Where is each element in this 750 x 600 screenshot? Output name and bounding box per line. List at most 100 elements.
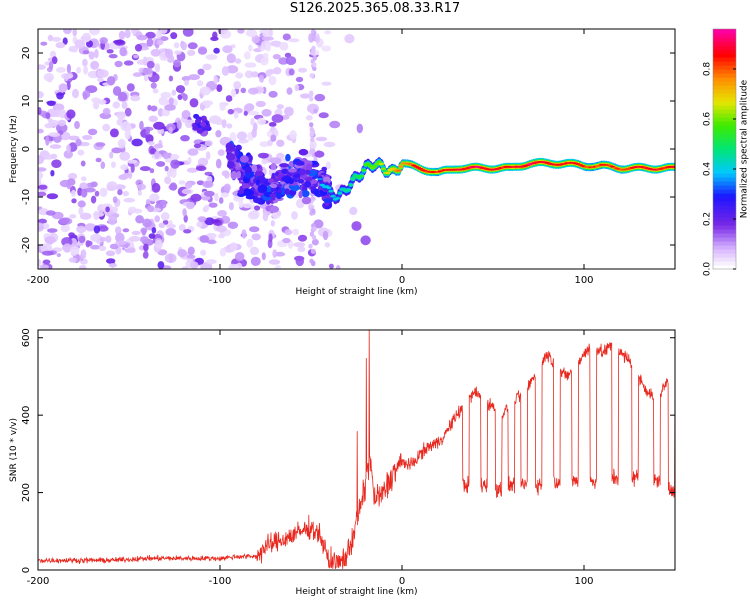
noise-blob <box>90 181 98 188</box>
noise-blob <box>216 84 223 92</box>
noise-blob <box>107 215 117 226</box>
noise-blob <box>81 176 87 182</box>
noise-blob <box>278 57 289 65</box>
noise-blob <box>43 72 55 82</box>
colorbar-segment <box>713 77 736 82</box>
noise-blob <box>261 252 266 261</box>
noise-blob <box>208 202 218 208</box>
noise-blob <box>315 33 320 44</box>
noise-blob <box>186 202 195 210</box>
noise-blob <box>164 48 174 59</box>
noise-blob <box>321 45 332 52</box>
colorbar-segment <box>713 253 736 258</box>
noise-blob <box>99 187 108 197</box>
signal-blob <box>298 168 306 176</box>
track-core <box>378 162 384 166</box>
y-tick-label: 200 <box>21 483 32 502</box>
noise-blob <box>186 167 198 173</box>
noise-blob <box>63 73 69 82</box>
noise-blob <box>344 34 355 44</box>
noise-blob <box>93 210 100 221</box>
noise-blob <box>178 180 186 185</box>
noise-blob <box>52 103 65 112</box>
noise-blob <box>153 121 165 130</box>
colorbar-segment <box>713 193 736 198</box>
noise-blob <box>235 72 244 79</box>
noise-blob <box>84 223 97 231</box>
noise-blob <box>119 47 127 57</box>
signal-blob <box>304 180 312 188</box>
noise-blob <box>190 261 199 269</box>
noise-blob <box>80 160 86 167</box>
noise-blob <box>59 179 72 188</box>
noise-blob <box>295 76 304 83</box>
noise-blob <box>154 63 161 73</box>
noise-blob <box>177 249 188 258</box>
signal-blob <box>257 184 268 194</box>
noise-blob <box>51 159 62 168</box>
noise-blob <box>122 190 129 197</box>
noise-blob <box>268 75 277 86</box>
noise-blob <box>181 189 192 194</box>
noise-blob <box>170 154 180 160</box>
signal-blob <box>250 164 258 172</box>
noise-blob <box>149 168 155 174</box>
noise-blob <box>148 115 158 123</box>
noise-blob <box>114 226 122 235</box>
noise-blob <box>292 228 299 236</box>
track-core <box>335 197 341 200</box>
noise-blob <box>205 54 218 60</box>
noise-blob <box>240 87 247 94</box>
noise-blob <box>142 68 153 75</box>
noise-blob <box>235 252 245 262</box>
noise-blob <box>204 140 213 147</box>
noise-blob <box>282 237 291 244</box>
signal-blob <box>298 190 303 199</box>
noise-blob <box>233 196 244 202</box>
colorbar-segment <box>713 257 736 262</box>
noise-blob <box>38 64 46 70</box>
y-tick-label: -10 <box>21 189 32 205</box>
noise-blob <box>38 107 42 115</box>
noise-blob <box>309 96 314 102</box>
track-core <box>380 167 386 171</box>
noise-blob <box>229 242 238 251</box>
colorbar-segment <box>713 49 736 54</box>
noise-blob <box>73 46 78 53</box>
noise-blob <box>82 135 93 140</box>
noise-blob <box>109 243 119 250</box>
colorbar-segment <box>713 141 736 146</box>
noise-blob <box>109 151 114 159</box>
noise-blob <box>117 189 123 196</box>
noise-blob <box>115 232 125 243</box>
noise-blob <box>312 62 317 68</box>
noise-blob <box>175 85 186 94</box>
noise-blob <box>94 48 99 59</box>
noise-blob <box>298 67 307 73</box>
colorbar-segment <box>713 185 736 190</box>
signal-blob <box>305 163 313 172</box>
colorbar-tick-label: 0.6 <box>703 112 713 127</box>
colorbar-segment <box>713 181 736 186</box>
noise-blob <box>62 243 72 253</box>
noise-blob <box>251 233 261 241</box>
signal-blob <box>310 185 316 191</box>
noise-blob <box>190 193 202 202</box>
noise-blob <box>145 31 156 39</box>
noise-blob <box>76 225 87 234</box>
noise-blob <box>100 161 106 169</box>
colorbar-segment <box>713 117 736 122</box>
colorbar-segment <box>713 97 736 102</box>
noise-blob <box>204 204 210 212</box>
noise-blob <box>213 75 218 84</box>
noise-blob <box>218 197 224 204</box>
noise-blob <box>193 143 201 149</box>
signal-blob <box>243 188 252 197</box>
signal-blob <box>253 197 262 204</box>
x-tick-label: -100 <box>209 275 232 286</box>
noise-blob <box>227 108 234 115</box>
noise-blob <box>336 264 341 269</box>
noise-blob <box>95 157 102 163</box>
noise-blob <box>134 44 143 52</box>
noise-blob <box>38 218 47 224</box>
